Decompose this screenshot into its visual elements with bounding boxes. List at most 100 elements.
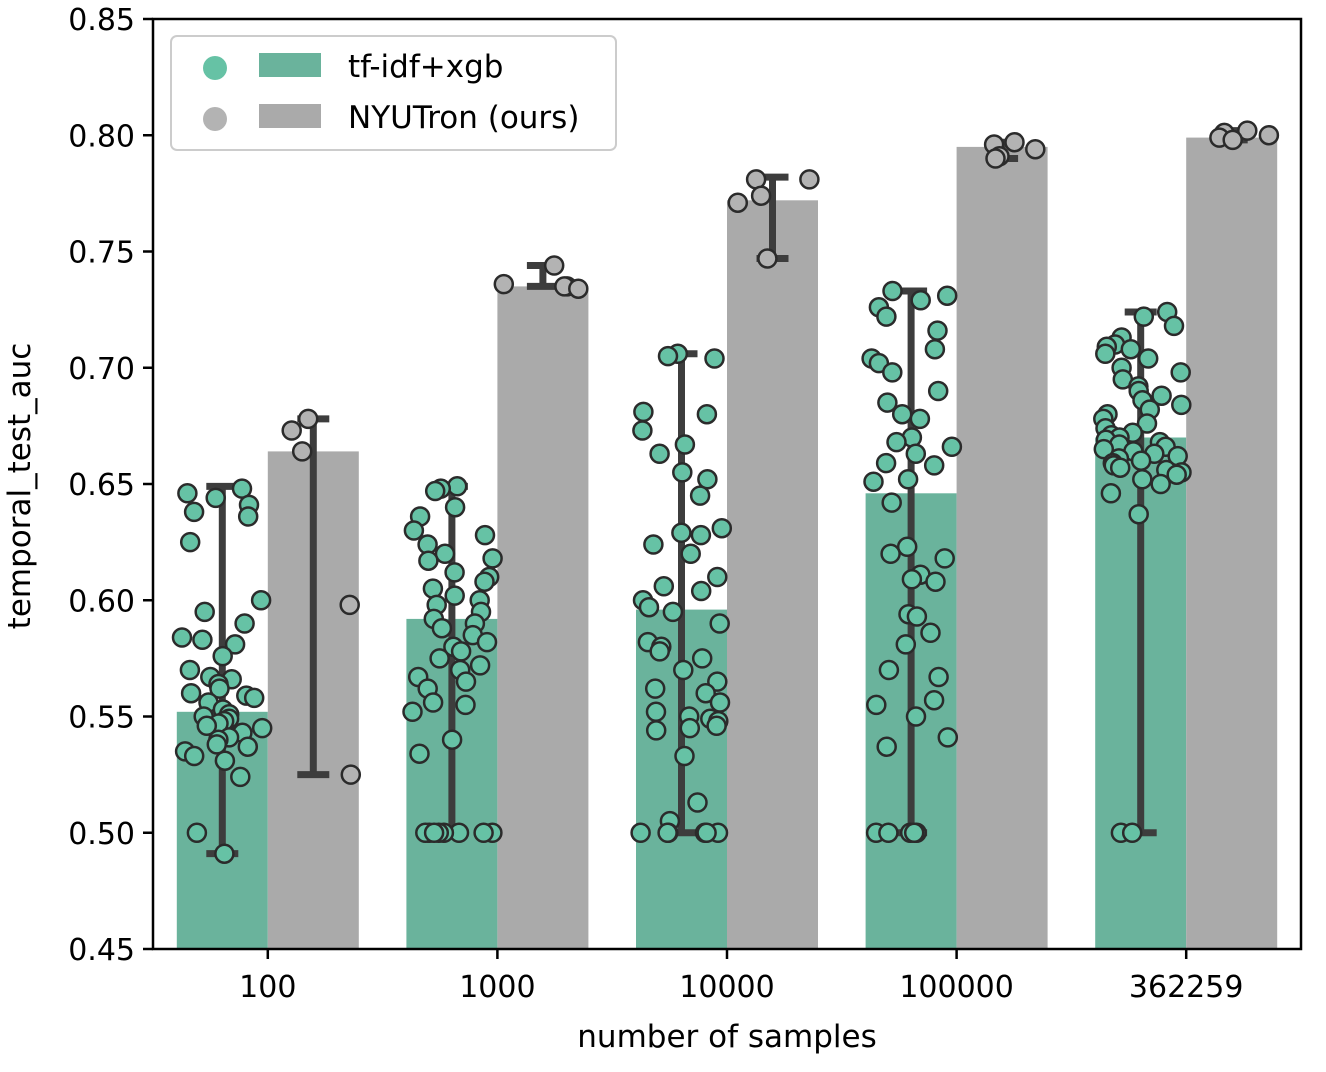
data-point-tfidf-100	[205, 487, 226, 509]
data-point-tfidf-100000	[876, 736, 897, 757]
data-point-tfidf-10000	[662, 601, 684, 623]
data-point-tfidf-362259	[1163, 315, 1185, 337]
data-point-nyutron-10000	[750, 185, 772, 206]
data-point-tfidf-100	[177, 483, 198, 504]
data-point-tfidf-362259	[1132, 469, 1153, 490]
data-point-tfidf-10000	[630, 822, 651, 844]
data-point-tfidf-100000	[905, 706, 927, 727]
y-axis-title: temporal_test_auc	[2, 343, 38, 630]
data-point-tfidf-1000	[444, 585, 465, 606]
data-point-tfidf-100	[230, 766, 251, 788]
data-point-tfidf-100000	[941, 436, 963, 458]
data-point-tfidf-100000	[927, 320, 948, 341]
data-point-tfidf-100000	[896, 536, 918, 558]
data-point-tfidf-1000	[455, 671, 477, 692]
x-tick-label: 10000	[679, 970, 774, 1005]
data-point-tfidf-10000	[674, 434, 696, 455]
data-point-tfidf-100000	[878, 822, 899, 844]
data-point-tfidf-10000	[649, 641, 670, 662]
bar-nyutron-10000	[727, 200, 818, 950]
data-point-nyutron-100	[297, 408, 319, 430]
data-point-tfidf-10000	[645, 701, 667, 723]
data-point-nyutron-100000	[1025, 138, 1046, 160]
data-point-tfidf-362259	[1130, 450, 1152, 471]
legend-label-nyutron: NYUTron (ours)	[348, 100, 579, 136]
x-tick-label: 100000	[899, 970, 1014, 1005]
data-point-nyutron-100	[291, 441, 313, 462]
data-point-tfidf-10000	[690, 580, 712, 602]
data-point-tfidf-100	[194, 601, 215, 623]
data-point-tfidf-1000	[441, 729, 463, 750]
data-point-tfidf-362259	[1128, 503, 1149, 525]
data-point-tfidf-10000	[645, 720, 667, 741]
data-point-tfidf-10000	[690, 524, 712, 546]
data-point-tfidf-100000	[934, 548, 955, 569]
data-point-tfidf-100	[180, 682, 202, 704]
data-point-tfidf-10000	[671, 522, 692, 544]
legend: tf-idf+xgb NYUTron (ours)	[170, 35, 617, 151]
x-tick-label: 1000	[459, 970, 535, 1005]
bar-nyutron-1000	[497, 286, 589, 949]
data-point-tfidf-100	[224, 634, 246, 655]
legend-patch-nyutron	[259, 104, 321, 128]
data-point-tfidf-100000	[863, 471, 884, 492]
data-point-tfidf-100	[179, 659, 201, 681]
data-point-tfidf-10000	[696, 403, 718, 425]
data-point-nyutron-362259	[1237, 120, 1258, 141]
data-point-tfidf-100000	[878, 659, 900, 681]
data-point-nyutron-100	[340, 764, 362, 785]
data-point-tfidf-10000	[689, 485, 711, 506]
data-point-tfidf-362259	[1120, 338, 1142, 360]
data-point-tfidf-100000	[897, 469, 919, 490]
data-point-tfidf-100	[250, 590, 272, 611]
data-point-tfidf-10000	[696, 822, 717, 844]
data-point-tfidf-362259	[1151, 385, 1172, 406]
data-point-tfidf-100000	[924, 338, 946, 360]
data-point-tfidf-100	[196, 715, 218, 737]
data-point-tfidf-100000	[895, 634, 917, 655]
data-point-tfidf-10000	[672, 462, 693, 483]
data-point-nyutron-100	[339, 594, 360, 616]
data-point-tfidf-362259	[1137, 348, 1159, 369]
data-point-tfidf-100000	[910, 290, 931, 311]
data-point-nyutron-1000	[543, 255, 565, 276]
data-point-tfidf-100000	[877, 392, 898, 413]
data-point-tfidf-100	[183, 501, 205, 523]
data-point-tfidf-362259	[1109, 457, 1131, 478]
data-point-tfidf-10000	[687, 792, 708, 813]
data-point-tfidf-362259	[1170, 362, 1191, 383]
data-point-tfidf-10000	[695, 682, 716, 704]
data-point-tfidf-1000	[450, 641, 472, 662]
data-point-tfidf-10000	[709, 613, 730, 634]
data-point-tfidf-1000	[473, 822, 494, 844]
data-point-tfidf-100	[214, 750, 236, 771]
data-point-tfidf-100	[243, 687, 265, 709]
data-point-tfidf-362259	[1093, 438, 1115, 460]
data-point-tfidf-100000	[937, 727, 959, 748]
points-layer	[171, 120, 1280, 864]
data-point-tfidf-100	[192, 629, 213, 651]
bar-nyutron-100000	[956, 146, 1048, 949]
data-point-nyutron-10000	[799, 169, 820, 190]
data-point-tfidf-100000	[882, 362, 903, 383]
data-point-tfidf-10000	[706, 715, 727, 737]
data-point-tfidf-100	[212, 645, 233, 667]
data-point-nyutron-362259	[1258, 124, 1280, 146]
data-point-tfidf-10000	[657, 822, 678, 844]
data-point-tfidf-10000	[674, 745, 695, 767]
data-point-tfidf-1000	[424, 480, 446, 502]
bar-nyutron-362259	[1186, 137, 1278, 950]
data-point-tfidf-100	[251, 717, 273, 739]
data-point-tfidf-100000	[886, 431, 907, 453]
data-point-nyutron-100000	[1004, 131, 1025, 153]
legend-label-tf-idf-xgb: tf-idf+xgb	[348, 49, 503, 85]
data-point-tfidf-1000	[409, 743, 430, 764]
y-tick-label: 0.60	[68, 584, 135, 619]
data-point-tfidf-1000	[422, 578, 444, 599]
data-point-tfidf-100000	[876, 306, 897, 327]
data-point-nyutron-1000	[568, 278, 589, 299]
data-point-tfidf-100000	[925, 571, 946, 592]
data-point-tfidf-100000	[866, 694, 887, 716]
data-point-tfidf-1000	[403, 520, 425, 541]
